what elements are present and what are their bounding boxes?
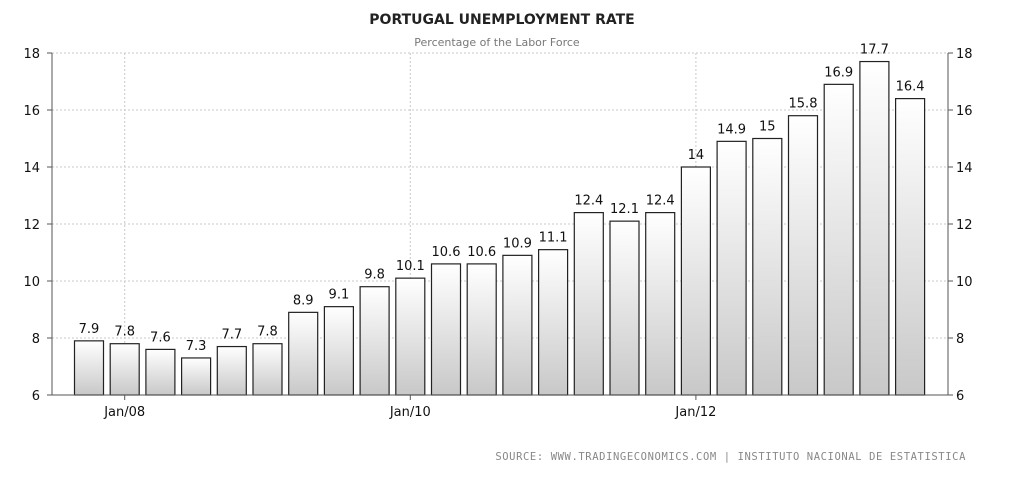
data-label: 15.8: [789, 97, 818, 112]
axes: 6 6 8 8 10 10 12 12 14 14 16 16 18 18 Jan/08 Jan/10 Jan/…: [23, 47, 972, 420]
x-tick-label: Jan/12: [674, 405, 716, 420]
y-tick-label-left: 10: [23, 275, 40, 290]
data-label: 17.7: [860, 43, 889, 58]
data-label: 10.6: [467, 245, 496, 260]
data-labels: 7.9 7.8 7.6 7.3 7.7 7.8 8.9 9.1 9.8 10.1 10.6 10.6 1…: [79, 43, 925, 354]
chart-subtitle: Percentage of the Labor Force: [414, 36, 580, 49]
y-tick-label-right: 6: [956, 389, 964, 404]
data-label: 7.9: [79, 322, 100, 337]
data-label: 7.7: [221, 328, 242, 343]
bar: [680, 166, 712, 396]
data-label: 7.8: [257, 325, 278, 340]
x-tick-label: Jan/08: [103, 405, 145, 420]
data-label: 16.4: [896, 80, 925, 95]
y-tick-label-right: 12: [956, 218, 973, 233]
bar: [894, 97, 926, 396]
bar: [752, 137, 783, 396]
data-label: 7.8: [114, 325, 135, 340]
bar: [859, 60, 890, 396]
bar: [216, 345, 247, 396]
bar: [395, 277, 426, 396]
y-tick-label-right: 16: [956, 104, 973, 119]
bar: [109, 343, 140, 396]
bar: [430, 263, 462, 396]
bar: [716, 140, 747, 396]
y-tick-label-left: 6: [32, 389, 40, 404]
y-tick-label-left: 18: [23, 47, 40, 62]
bar: [323, 306, 354, 396]
data-label: 16.9: [824, 65, 853, 80]
bar: [502, 254, 533, 396]
bar: [823, 83, 854, 396]
data-label: 10.1: [396, 259, 425, 274]
bar: [537, 249, 569, 396]
bar: [73, 340, 105, 396]
data-label: 11.1: [539, 231, 568, 246]
x-tick-label: Jan/10: [389, 405, 431, 420]
bar: [645, 212, 676, 396]
y-tick-label-right: 10: [956, 275, 973, 290]
bar: [252, 343, 283, 396]
bar: [466, 263, 497, 396]
bar: [145, 348, 176, 396]
data-label: 12.1: [610, 202, 639, 217]
y-tick-label-left: 16: [23, 104, 40, 119]
y-tick-label-left: 12: [23, 218, 40, 233]
data-label: 14.9: [717, 122, 746, 137]
y-tick-label-left: 8: [32, 332, 40, 347]
data-label: 10.9: [503, 236, 532, 251]
bar: [573, 212, 604, 396]
bar: [787, 115, 819, 396]
data-label: 12.4: [574, 194, 603, 209]
data-label: 9.8: [364, 268, 385, 283]
y-tick-label-left: 14: [23, 161, 40, 176]
bar: [609, 220, 640, 396]
data-label: 14: [688, 148, 705, 163]
data-label: 7.6: [150, 330, 171, 345]
chart-title: PORTUGAL UNEMPLOYMENT RATE: [369, 12, 634, 28]
data-label: 8.9: [293, 293, 314, 308]
bar: [359, 286, 390, 396]
y-tick-label-right: 8: [956, 332, 964, 347]
bars: [73, 60, 926, 396]
y-tick-label-right: 18: [956, 47, 973, 62]
bar: [181, 357, 212, 396]
bar: [288, 311, 319, 396]
y-tick-label-right: 14: [956, 161, 973, 176]
data-label: 12.4: [646, 194, 675, 209]
data-label: 15: [759, 120, 776, 135]
data-label: 9.1: [329, 288, 350, 303]
data-label: 7.3: [186, 339, 207, 354]
source-note: SOURCE: WWW.TRADINGECONOMICS.COM | INSTI…: [495, 451, 966, 463]
data-label: 10.6: [432, 245, 461, 260]
